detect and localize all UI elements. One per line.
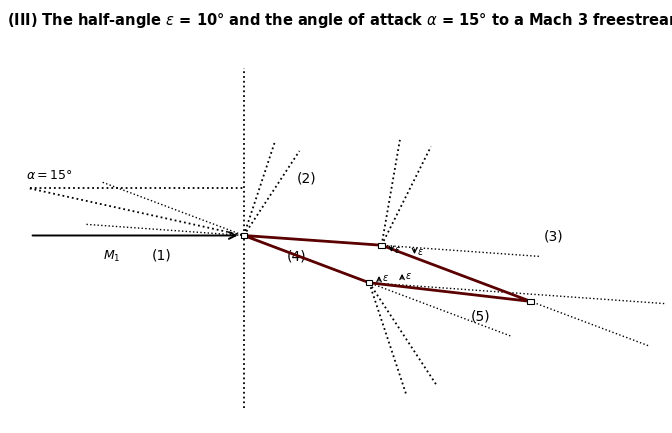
Bar: [241, 233, 247, 238]
Text: $\epsilon$: $\epsilon$: [382, 273, 388, 283]
Text: (5): (5): [471, 310, 491, 323]
Text: $\epsilon$: $\epsilon$: [405, 271, 412, 281]
Text: (1): (1): [152, 249, 171, 262]
Text: $\epsilon$: $\epsilon$: [417, 247, 424, 257]
Text: $\alpha = 15°$: $\alpha = 15°$: [26, 169, 73, 182]
Text: (2): (2): [296, 171, 317, 185]
Text: (III) The half-angle $\epsilon$ = 10° and the angle of attack $\alpha$ = 15° to : (III) The half-angle $\epsilon$ = 10° an…: [7, 11, 672, 30]
Text: (3): (3): [544, 230, 563, 244]
Bar: [366, 280, 372, 285]
Text: $\epsilon$: $\epsilon$: [394, 245, 401, 255]
Bar: [528, 299, 534, 304]
Text: (4): (4): [287, 249, 306, 264]
Bar: [378, 242, 385, 248]
Text: $M_1$: $M_1$: [103, 249, 121, 264]
